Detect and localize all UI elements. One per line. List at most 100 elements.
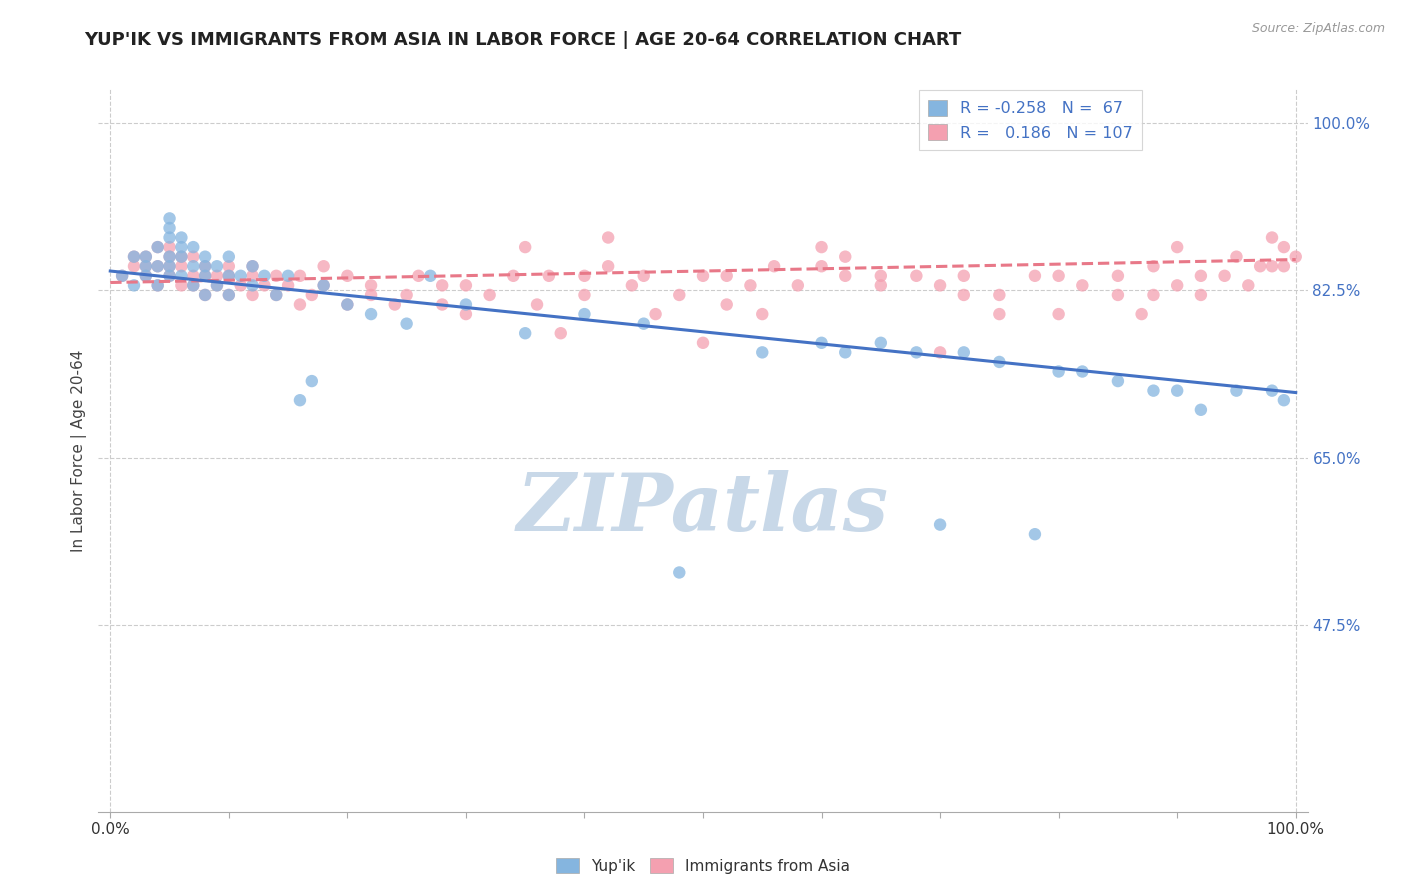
Point [135, 268, 157, 283]
Point [229, 268, 252, 283]
Point [515, 240, 537, 254]
Point [1166, 278, 1188, 293]
Point [146, 259, 169, 273]
Point [336, 268, 359, 283]
Point [1272, 393, 1295, 408]
Point [1130, 307, 1153, 321]
Point [905, 268, 928, 283]
Point [336, 297, 359, 311]
Point [312, 259, 335, 273]
Point [218, 268, 240, 283]
Point [159, 230, 181, 244]
Point [122, 250, 145, 264]
Point [205, 259, 228, 273]
Point [574, 268, 596, 283]
Point [834, 250, 856, 264]
Point [550, 326, 572, 341]
Point [1024, 527, 1046, 541]
Point [336, 297, 359, 311]
Point [135, 259, 157, 273]
Point [432, 297, 454, 311]
Point [288, 268, 311, 283]
Point [288, 297, 311, 311]
Point [135, 268, 157, 283]
Point [242, 259, 264, 273]
Point [194, 259, 217, 273]
Point [1261, 259, 1284, 273]
Point [181, 240, 204, 254]
Point [181, 250, 204, 264]
Point [692, 335, 714, 350]
Point [834, 345, 856, 359]
Text: ZIPatlas: ZIPatlas [517, 469, 889, 547]
Point [1249, 259, 1271, 273]
Point [633, 268, 655, 283]
Point [146, 278, 169, 293]
Point [159, 250, 181, 264]
Point [1261, 230, 1284, 244]
Y-axis label: In Labor Force | Age 20-64: In Labor Force | Age 20-64 [72, 350, 87, 551]
Point [1142, 384, 1164, 398]
Point [419, 268, 441, 283]
Point [1213, 268, 1236, 283]
Point [384, 297, 406, 311]
Point [869, 268, 891, 283]
Point [312, 278, 335, 293]
Point [146, 240, 169, 254]
Point [264, 288, 287, 302]
Point [360, 288, 382, 302]
Point [159, 211, 181, 226]
Point [1107, 268, 1129, 283]
Point [218, 288, 240, 302]
Point [952, 345, 974, 359]
Point [242, 288, 264, 302]
Point [1189, 288, 1212, 302]
Point [526, 297, 548, 311]
Point [620, 278, 643, 293]
Point [159, 268, 181, 283]
Point [1047, 307, 1070, 321]
Point [574, 307, 596, 321]
Point [218, 259, 240, 273]
Point [988, 355, 1011, 369]
Point [810, 259, 832, 273]
Point [159, 259, 181, 273]
Point [1272, 259, 1295, 273]
Point [952, 268, 974, 283]
Point [159, 250, 181, 264]
Point [360, 307, 382, 321]
Point [301, 288, 323, 302]
Point [716, 297, 738, 311]
Point [1071, 278, 1094, 293]
Point [135, 250, 157, 264]
Point [181, 259, 204, 273]
Point [905, 345, 928, 359]
Point [194, 259, 217, 273]
Point [716, 268, 738, 283]
Point [598, 259, 620, 273]
Point [264, 288, 287, 302]
Point [1047, 268, 1070, 283]
Point [170, 268, 193, 283]
Point [288, 393, 311, 408]
Text: Source: ZipAtlas.com: Source: ZipAtlas.com [1251, 22, 1385, 36]
Point [633, 317, 655, 331]
Point [218, 268, 240, 283]
Point [253, 278, 276, 293]
Point [668, 288, 690, 302]
Point [181, 278, 204, 293]
Point [869, 335, 891, 350]
Point [988, 288, 1011, 302]
Point [242, 268, 264, 283]
Point [537, 268, 560, 283]
Point [1225, 250, 1247, 264]
Point [929, 345, 952, 359]
Point [277, 278, 299, 293]
Point [1107, 374, 1129, 388]
Point [301, 374, 323, 388]
Point [170, 250, 193, 264]
Point [159, 259, 181, 273]
Point [1071, 364, 1094, 378]
Point [194, 288, 217, 302]
Point [194, 250, 217, 264]
